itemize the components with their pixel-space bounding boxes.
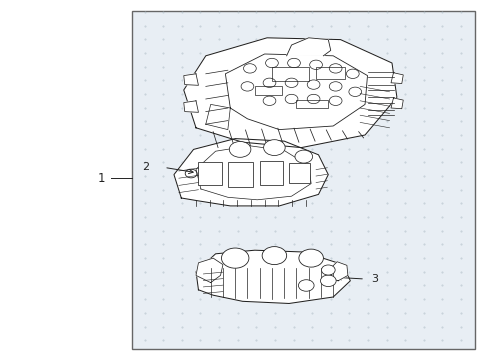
- Text: 1: 1: [98, 172, 105, 185]
- Circle shape: [221, 248, 249, 268]
- Polygon shape: [331, 262, 348, 281]
- Bar: [289, 163, 310, 183]
- Circle shape: [299, 249, 323, 267]
- Text: 3: 3: [371, 274, 378, 284]
- Bar: [316, 67, 345, 79]
- Polygon shape: [287, 38, 331, 56]
- Polygon shape: [184, 74, 198, 85]
- Bar: [272, 67, 309, 81]
- Polygon shape: [391, 73, 403, 84]
- Bar: [198, 162, 222, 185]
- Polygon shape: [184, 38, 397, 148]
- Bar: [228, 162, 253, 187]
- Circle shape: [229, 141, 251, 157]
- Circle shape: [320, 275, 336, 287]
- Circle shape: [262, 247, 287, 265]
- Polygon shape: [391, 98, 403, 109]
- Circle shape: [295, 150, 313, 163]
- Bar: [132, 11, 475, 349]
- Text: 2: 2: [142, 162, 149, 172]
- Bar: [255, 86, 282, 95]
- Polygon shape: [184, 101, 198, 112]
- Bar: [296, 100, 328, 108]
- Polygon shape: [174, 139, 328, 206]
- Polygon shape: [196, 250, 350, 303]
- Circle shape: [264, 140, 285, 156]
- Circle shape: [298, 280, 314, 291]
- Circle shape: [321, 265, 335, 275]
- Polygon shape: [196, 258, 223, 283]
- Bar: [260, 161, 283, 185]
